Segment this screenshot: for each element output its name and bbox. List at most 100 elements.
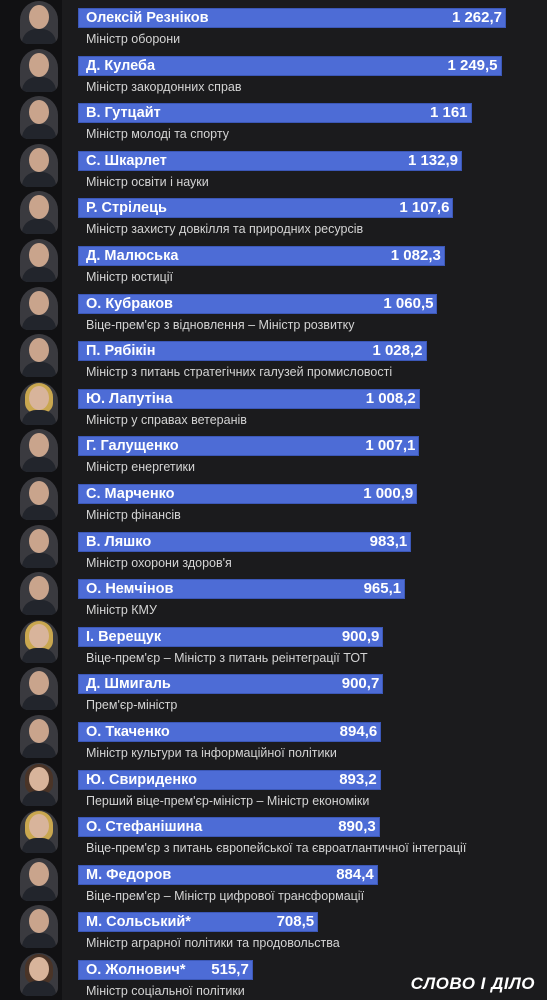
- bar-category-label: Д. Малюська: [86, 248, 179, 264]
- bar-category-label: М. Федоров: [86, 866, 172, 883]
- chart-row: В. Гутцайт 1 161 Міністр молоді та спорту: [0, 95, 547, 143]
- bar: [78, 531, 412, 552]
- bar: [78, 103, 472, 124]
- bar: [78, 436, 420, 457]
- minister-role: Міністр фінансів: [86, 508, 181, 522]
- bar: [78, 198, 454, 219]
- minister-role: Віце-прем'єр – Міністр з питань реінтегр…: [86, 650, 368, 665]
- bar-value-label: 1 007,1: [365, 437, 416, 455]
- bar-value-label: 900,9: [341, 627, 380, 645]
- bar: [78, 579, 406, 600]
- bar-value-label: 1 161: [429, 104, 468, 122]
- minister-role: Міністр з питань стратегічних галузей пр…: [86, 365, 393, 380]
- chart-row: О. Стефанішина 890,3 Віце-прем'єр з питань…: [0, 809, 547, 857]
- portrait-avatar: [20, 857, 58, 901]
- chart-row: І. Верещук 900,9 Віце-прем'єр – Міністр з …: [0, 619, 547, 667]
- minister-role: Міністр оборони: [86, 32, 181, 46]
- portrait-avatar: [20, 143, 58, 187]
- bar-value-label: 1 028,2: [372, 342, 423, 360]
- chart-row: М. Федоров 884,4 Віце-прем'єр – Міністр ци…: [0, 857, 547, 905]
- bar-category-label: Д. Кулеба: [86, 57, 156, 74]
- bar: [78, 674, 384, 695]
- bar-value-label: 893,2: [339, 770, 377, 788]
- bar-category-label: І. Верещук: [86, 628, 162, 645]
- minister-role: Міністр захисту довкілля та природних ре…: [86, 222, 364, 237]
- bar-category-label: Ю. Лапутіна: [86, 390, 173, 407]
- bar-value-label: 1 000,9: [363, 485, 414, 502]
- bar: [78, 769, 381, 790]
- bar: [78, 960, 253, 980]
- minister-role: Віце-прем'єр з питань європейської та єв…: [86, 841, 467, 856]
- chart-row: С. Шкарлет 1 132,9 Міністр освіти і науки: [0, 143, 547, 191]
- chart-row: О. Немчінов 965,1 Міністр КМУ: [0, 571, 547, 619]
- portrait-avatar: [20, 905, 58, 949]
- portrait-avatar: [20, 239, 58, 282]
- minister-role: Міністр освіти і науки: [86, 174, 209, 189]
- minister-role: Міністр енергетики: [86, 460, 196, 475]
- bar-category-label: В. Гутцайт: [86, 105, 161, 122]
- chart-row: Д. Шмигаль 900,7 Прем'єр-міністр: [0, 666, 547, 714]
- bar: [78, 484, 418, 504]
- bar-category-label: С. Марченко: [86, 486, 175, 502]
- bar-value-label: 894,6: [339, 723, 378, 740]
- chart-row: Г. Галущенко 1 007,1 Міністр енергетики: [0, 428, 547, 476]
- chart-row: Ю. Свириденко 893,2 Перший віце-прем'єр-мі…: [0, 762, 547, 810]
- bar-category-label: П. Рябікін: [86, 343, 156, 360]
- minister-role: Міністр культури та інформаційної політи…: [86, 746, 337, 760]
- bar-value-label: 1 132,9: [407, 151, 458, 169]
- bar: [78, 388, 420, 409]
- portrait-avatar: [20, 619, 58, 663]
- bar-value-label: 983,1: [369, 532, 408, 550]
- portrait-avatar: [20, 96, 58, 140]
- bar-value-label: 965,1: [363, 580, 402, 598]
- bar-category-label: М. Сольський*: [86, 914, 191, 931]
- chart-row: М. Сольський* 708,5 Міністр аграрної політ…: [0, 904, 547, 952]
- portrait-avatar: [20, 667, 58, 711]
- minister-role: Віце-прем'єр – Міністр цифрової трансфор…: [86, 888, 365, 903]
- bar: [78, 293, 438, 314]
- portrait-avatar: [20, 191, 58, 235]
- bar: [78, 246, 445, 266]
- bar-category-label: Олексій Резніков: [86, 10, 209, 26]
- bar-value-label: 884,4: [336, 865, 374, 883]
- bar: [78, 722, 382, 742]
- chart-row: С. Марченко 1 000,9 Міністр фінансів: [0, 476, 547, 524]
- portrait-avatar: [20, 477, 58, 520]
- minister-role: Міністр аграрної політики та продовольст…: [86, 936, 340, 951]
- minister-role: Міністр охорони здоров'я: [86, 555, 232, 570]
- minister-role: Перший віце-прем'єр-міністр – Міністр ек…: [86, 793, 370, 808]
- bar-value-label: 1 249,5: [447, 56, 498, 74]
- chart-row: Д. Кулеба 1 249,5 Міністр закордонних спра…: [0, 48, 547, 96]
- bar: [78, 8, 506, 28]
- minister-role: Прем'єр-міністр: [86, 698, 178, 713]
- bar-category-label: О. Жолнович*: [86, 962, 186, 978]
- bar: [78, 626, 384, 647]
- bar-value-label: 1 060,5: [383, 294, 434, 312]
- chart-row: О. Ткаченко 894,6 Міністр культури та інфо…: [0, 714, 547, 762]
- bar-category-label: Д. Шмигаль: [86, 676, 171, 693]
- portrait-avatar: [20, 810, 58, 854]
- bar-value-label: 1 107,6: [399, 199, 450, 217]
- portrait-avatar: [20, 762, 58, 806]
- portrait-avatar: [20, 953, 58, 996]
- portrait-avatar: [20, 381, 58, 425]
- bar-value-label: 1 082,3: [390, 247, 441, 264]
- bar-category-label: В. Ляшко: [86, 533, 152, 550]
- chart-row: Р. Стрілець 1 107,6 Міністр захисту довкіл…: [0, 190, 547, 238]
- chart-row: Д. Малюська 1 082,3 Міністр юстиції: [0, 238, 547, 286]
- portrait-avatar: [20, 286, 58, 330]
- bar-category-label: О. Ткаченко: [86, 724, 170, 740]
- bar-category-label: С. Шкарлет: [86, 152, 167, 169]
- portrait-avatar: [20, 524, 58, 568]
- portrait-avatar: [20, 48, 58, 92]
- chart-row: П. Рябікін 1 028,2 Міністр з питань страте…: [0, 333, 547, 381]
- bar-category-label: Р. Стрілець: [86, 200, 167, 217]
- bar-value-label: 1 008,2: [365, 389, 416, 407]
- chart-row: Ю. Лапутіна 1 008,2 Міністр у справах вете…: [0, 381, 547, 429]
- portrait-avatar: [20, 572, 58, 616]
- portrait-avatar: [20, 715, 58, 758]
- minister-role: Міністр молоді та спорту: [86, 127, 229, 142]
- bar: [78, 150, 462, 171]
- bar-value-label: 515,7: [211, 961, 249, 978]
- chart-row: Олексій Резніков 1 262,7 Міністр оборони: [0, 0, 547, 48]
